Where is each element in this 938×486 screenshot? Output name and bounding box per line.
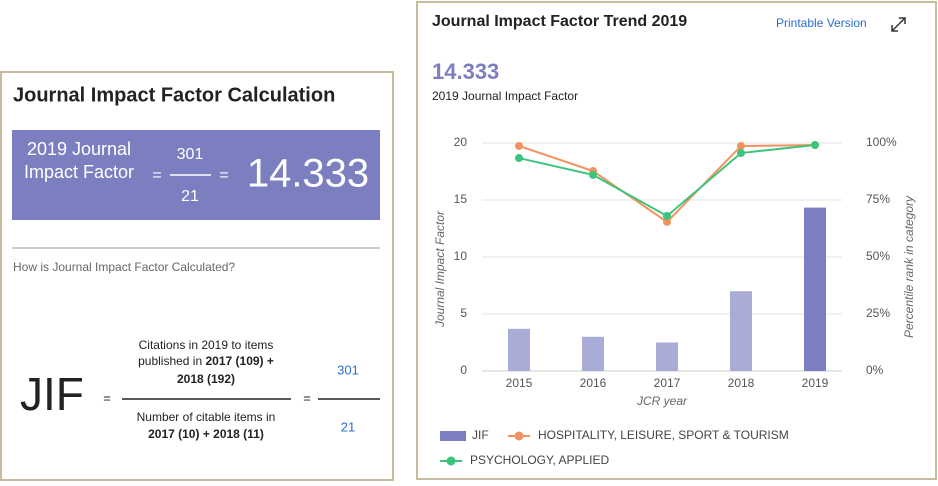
trend-jif-label: 2019 Journal Impact Factor xyxy=(432,89,578,103)
jif-label-box: 2019 Journal Impact Factor xyxy=(23,139,135,182)
expand-icon[interactable] xyxy=(891,17,906,32)
bar xyxy=(656,342,678,371)
legend-label: PSYCHOLOGY, APPLIED xyxy=(470,453,610,467)
numerator: Citations in 2019 to items xyxy=(139,338,274,352)
numerator-bold: 2018 (192) xyxy=(177,372,235,386)
denominator: Number of citable items in xyxy=(137,410,276,424)
x-tick-label: 2019 xyxy=(802,376,829,390)
items: 21 xyxy=(181,188,199,205)
bar xyxy=(508,328,530,371)
legend-label: HOSPITALITY, LEISURE, SPORT & TOURISM xyxy=(538,428,789,442)
jif-symbol: JIF xyxy=(20,368,84,420)
equals: = xyxy=(152,167,161,184)
jif-value: 14.333 xyxy=(247,152,369,196)
bar xyxy=(730,291,752,371)
marker xyxy=(515,154,523,163)
marker xyxy=(515,141,523,150)
numerator-text: published in xyxy=(138,354,202,368)
x-tick-label: 2017 xyxy=(654,376,681,390)
calc-title: Journal Impact Factor Calculation xyxy=(13,84,335,106)
printable-link[interactable]: Printable Version xyxy=(776,16,867,30)
items: 21 xyxy=(341,419,355,434)
citations: 301 xyxy=(337,362,359,377)
marker xyxy=(811,141,819,150)
y-tick-label: 10 xyxy=(454,249,468,263)
x-tick-label: 2018 xyxy=(728,376,755,390)
trend-title: Journal Impact Factor Trend 2019 xyxy=(432,13,687,30)
y-axis-label: Journal Impact Factor xyxy=(433,210,447,328)
y-tick-label: 20 xyxy=(454,135,468,149)
marker xyxy=(663,217,671,226)
y-tick-label: 15 xyxy=(454,192,468,206)
legend-label: JIF xyxy=(472,428,489,442)
y-tick-label: 5 xyxy=(460,306,467,320)
equals: = xyxy=(219,167,228,184)
y2-tick-label: 50% xyxy=(866,249,890,263)
trend-panel xyxy=(416,1,937,480)
denominator-bold: 2017 (10) + 2018 (11) xyxy=(148,427,264,441)
bar xyxy=(804,207,826,371)
y2-tick-label: 75% xyxy=(866,192,890,206)
equals: = xyxy=(303,390,311,405)
numerator-bold: 2017 (109) + xyxy=(206,354,274,368)
x-tick-label: 2016 xyxy=(580,376,607,390)
y2-tick-label: 0% xyxy=(866,363,884,377)
marker xyxy=(737,141,745,150)
citations: 301 xyxy=(177,146,204,163)
question: How is Journal Impact Factor Calculated? xyxy=(13,260,235,274)
chart: 0 5 10 15 20 0% 25% 50% 75% 100% 2015 2016 2017 2018 2… xyxy=(433,135,916,467)
legend-swatch xyxy=(440,431,466,441)
legend-swatch xyxy=(514,431,524,441)
marker xyxy=(589,170,597,179)
trend-jif: 14.333 xyxy=(432,59,499,84)
numerator: published in 2017 (109) + xyxy=(138,354,274,368)
bar xyxy=(582,336,604,371)
y-tick-label: 0 xyxy=(460,363,467,377)
x-tick-label: 2015 xyxy=(506,376,533,390)
x-axis-label: JCR year xyxy=(636,394,688,408)
jif-label: 2019 Journal Impact Factor xyxy=(23,139,135,182)
legend-swatch xyxy=(446,456,456,466)
marker xyxy=(737,149,745,158)
y2-tick-label: 100% xyxy=(866,135,897,149)
y2-axis-label: Percentile rank in category xyxy=(902,195,916,338)
equals: = xyxy=(103,390,111,405)
y2-tick-label: 25% xyxy=(866,306,890,320)
marker xyxy=(663,211,671,220)
